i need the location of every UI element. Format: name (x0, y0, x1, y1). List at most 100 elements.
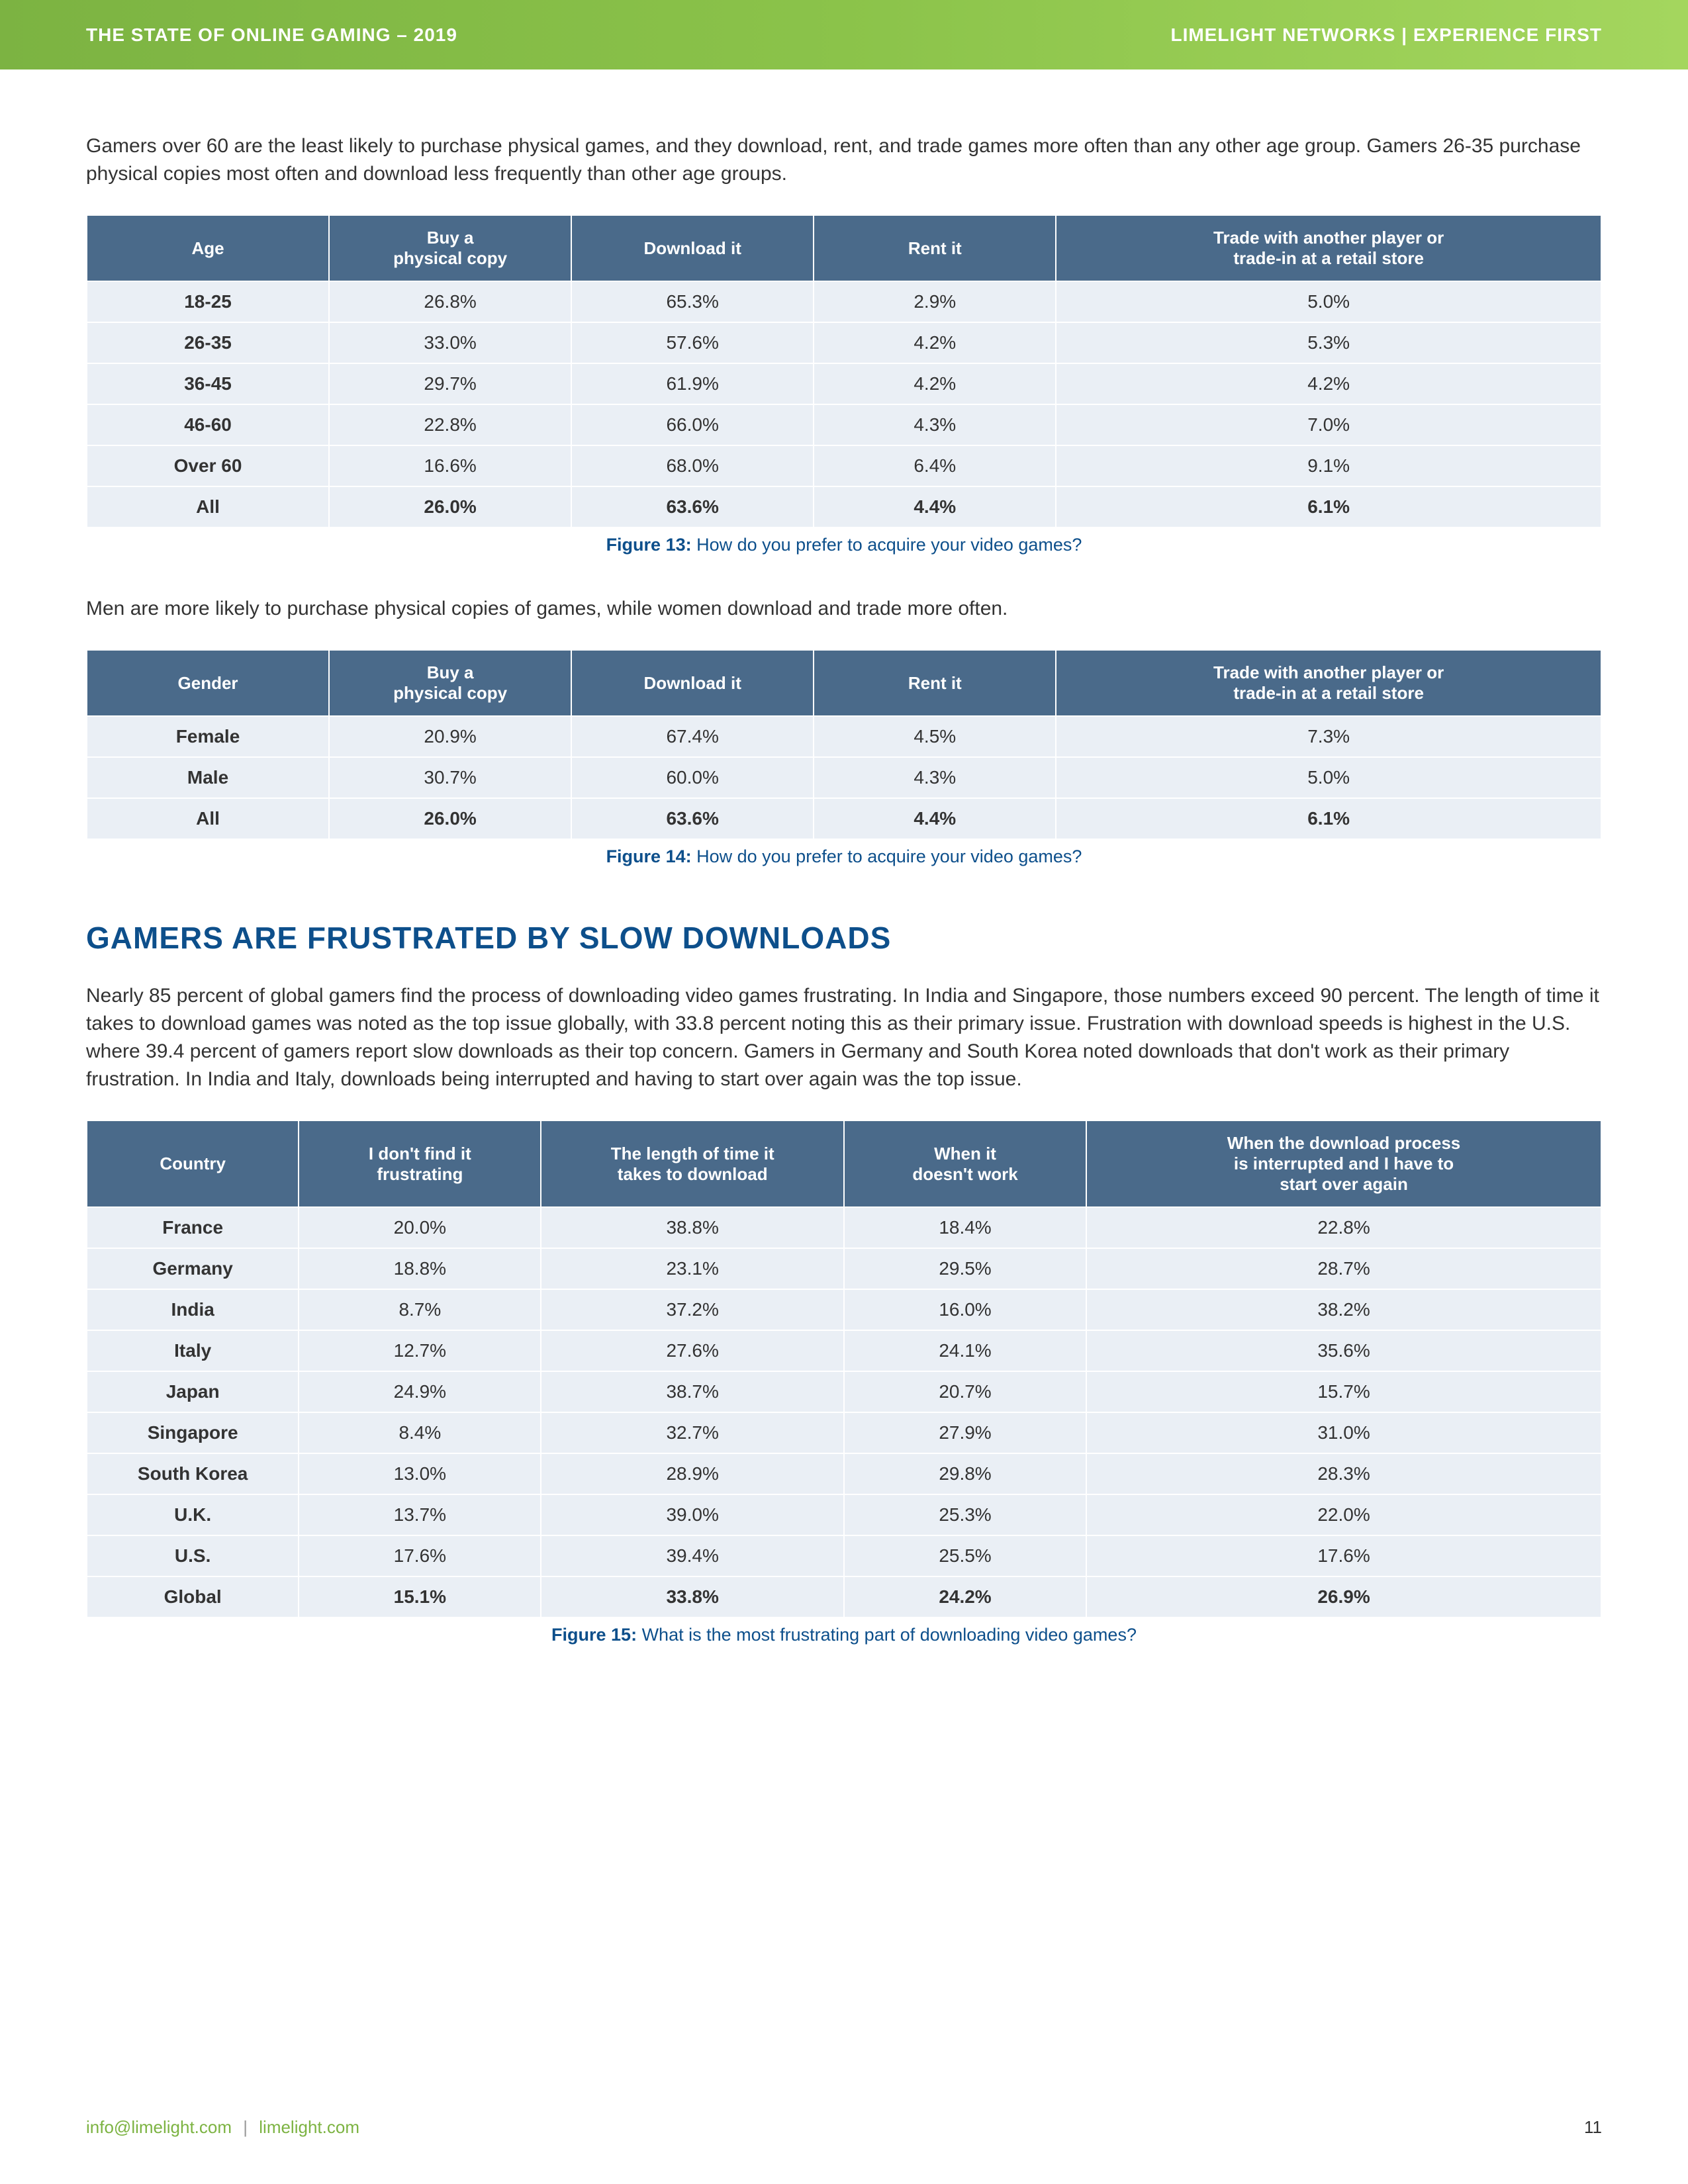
table-cell: 38.8% (541, 1207, 844, 1248)
table-row: 46-6022.8%66.0%4.3%7.0% (87, 404, 1601, 445)
table-cell: 33.8% (541, 1576, 844, 1617)
table-cell: 35.6% (1086, 1330, 1601, 1371)
footer-separator: | (243, 2117, 248, 2137)
table-cell: All (87, 486, 329, 527)
table-cell: 18-25 (87, 281, 329, 322)
table-cell: 27.6% (541, 1330, 844, 1371)
table-row: Germany18.8%23.1%29.5%28.7% (87, 1248, 1601, 1289)
table-cell: 6.1% (1056, 486, 1601, 527)
table-cell: 68.0% (571, 445, 814, 486)
table-cell: 13.7% (299, 1494, 541, 1535)
table-row: All26.0%63.6%4.4%6.1% (87, 798, 1601, 839)
table-cell: 46-60 (87, 404, 329, 445)
intro-paragraph-2: Men are more likely to purchase physical… (86, 595, 1602, 623)
table-cell: 4.2% (814, 322, 1056, 363)
table-cell: 20.9% (329, 716, 571, 757)
header-title-right: LIMELIGHT NETWORKS | EXPERIENCE FIRST (1170, 24, 1602, 46)
table-cell: Female (87, 716, 329, 757)
table-row: South Korea13.0%28.9%29.8%28.3% (87, 1453, 1601, 1494)
table-row: 36-4529.7%61.9%4.2%4.2% (87, 363, 1601, 404)
table-cell: 26.9% (1086, 1576, 1601, 1617)
table-row: Singapore8.4%32.7%27.9%31.0% (87, 1412, 1601, 1453)
table-cell: 30.7% (329, 757, 571, 798)
table-header: Rent it (814, 650, 1056, 716)
table-cell: 24.9% (299, 1371, 541, 1412)
table-cell: 4.4% (814, 486, 1056, 527)
table-row: Japan24.9%38.7%20.7%15.7% (87, 1371, 1601, 1412)
figure-14-label: Figure 14: (606, 846, 692, 866)
table-cell: 16.6% (329, 445, 571, 486)
table-header: When the download processis interrupted … (1086, 1120, 1601, 1207)
table-row: U.K.13.7%39.0%25.3%22.0% (87, 1494, 1601, 1535)
table-row: Male30.7%60.0%4.3%5.0% (87, 757, 1601, 798)
table-cell: 20.0% (299, 1207, 541, 1248)
page-number: 11 (1584, 2117, 1602, 2138)
table-cell: 22.8% (1086, 1207, 1601, 1248)
table-cell: 4.5% (814, 716, 1056, 757)
table-cell: India (87, 1289, 299, 1330)
footer-site: limelight.com (259, 2117, 359, 2137)
table-cell: 4.2% (814, 363, 1056, 404)
table-cell: 29.7% (329, 363, 571, 404)
section-heading-frustration: GAMERS ARE FRUSTRATED BY SLOW DOWNLOADS (86, 920, 1602, 956)
intro-paragraph-1: Gamers over 60 are the least likely to p… (86, 132, 1602, 188)
table-cell: Male (87, 757, 329, 798)
table-cell: 63.6% (571, 486, 814, 527)
table-cell: 23.1% (541, 1248, 844, 1289)
table-cell: 5.3% (1056, 322, 1601, 363)
table-header: Country (87, 1120, 299, 1207)
table-cell: Japan (87, 1371, 299, 1412)
table-cell: 36-45 (87, 363, 329, 404)
table-cell: 25.5% (844, 1535, 1086, 1576)
table-cell: 15.7% (1086, 1371, 1601, 1412)
table-cell: 28.3% (1086, 1453, 1601, 1494)
table-cell: 8.4% (299, 1412, 541, 1453)
table-cell: 20.7% (844, 1371, 1086, 1412)
table-header: Trade with another player ortrade-in at … (1056, 650, 1601, 716)
table-cell: 29.8% (844, 1453, 1086, 1494)
table-cell: 57.6% (571, 322, 814, 363)
table-cell: 63.6% (571, 798, 814, 839)
table-cell: 33.0% (329, 322, 571, 363)
age-preference-table: AgeBuy aphysical copyDownload itRent itT… (86, 214, 1602, 528)
table-cell: 12.7% (299, 1330, 541, 1371)
table-cell: 32.7% (541, 1412, 844, 1453)
page-content: Gamers over 60 are the least likely to p… (0, 69, 1688, 1645)
intro-paragraph-3: Nearly 85 percent of global gamers find … (86, 982, 1602, 1093)
table-cell: 27.9% (844, 1412, 1086, 1453)
table-cell: 28.9% (541, 1453, 844, 1494)
table-cell: Global (87, 1576, 299, 1617)
footer-email: info@limelight.com (86, 2117, 232, 2137)
table-cell: 5.0% (1056, 281, 1601, 322)
table-cell: 31.0% (1086, 1412, 1601, 1453)
figure-13-text: How do you prefer to acquire your video … (692, 535, 1082, 555)
table-row: India8.7%37.2%16.0%38.2% (87, 1289, 1601, 1330)
table-row: Italy12.7%27.6%24.1%35.6% (87, 1330, 1601, 1371)
page-footer: info@limelight.com | limelight.com 11 (86, 2117, 1602, 2138)
table-cell: 17.6% (299, 1535, 541, 1576)
figure-15-label: Figure 15: (551, 1625, 637, 1645)
table-header: The length of time ittakes to download (541, 1120, 844, 1207)
figure-15-caption: Figure 15: What is the most frustrating … (86, 1625, 1602, 1645)
table-header: Buy aphysical copy (329, 650, 571, 716)
table-header: I don't find itfrustrating (299, 1120, 541, 1207)
table-cell: 5.0% (1056, 757, 1601, 798)
table-cell: 9.1% (1056, 445, 1601, 486)
table-cell: All (87, 798, 329, 839)
header-title-left: THE STATE OF ONLINE GAMING – 2019 (86, 24, 457, 46)
table-cell: Germany (87, 1248, 299, 1289)
table-cell: 24.2% (844, 1576, 1086, 1617)
figure-14-caption: Figure 14: How do you prefer to acquire … (86, 846, 1602, 867)
figure-13-caption: Figure 13: How do you prefer to acquire … (86, 535, 1602, 555)
table-row: 26-3533.0%57.6%4.2%5.3% (87, 322, 1601, 363)
table-cell: 22.8% (329, 404, 571, 445)
table-row: Over 6016.6%68.0%6.4%9.1% (87, 445, 1601, 486)
table-row: Female20.9%67.4%4.5%7.3% (87, 716, 1601, 757)
table-header: When itdoesn't work (844, 1120, 1086, 1207)
table-cell: Over 60 (87, 445, 329, 486)
table-cell: 28.7% (1086, 1248, 1601, 1289)
table-cell: 6.4% (814, 445, 1056, 486)
table-cell: 24.1% (844, 1330, 1086, 1371)
table-cell: 38.2% (1086, 1289, 1601, 1330)
table-cell: France (87, 1207, 299, 1248)
